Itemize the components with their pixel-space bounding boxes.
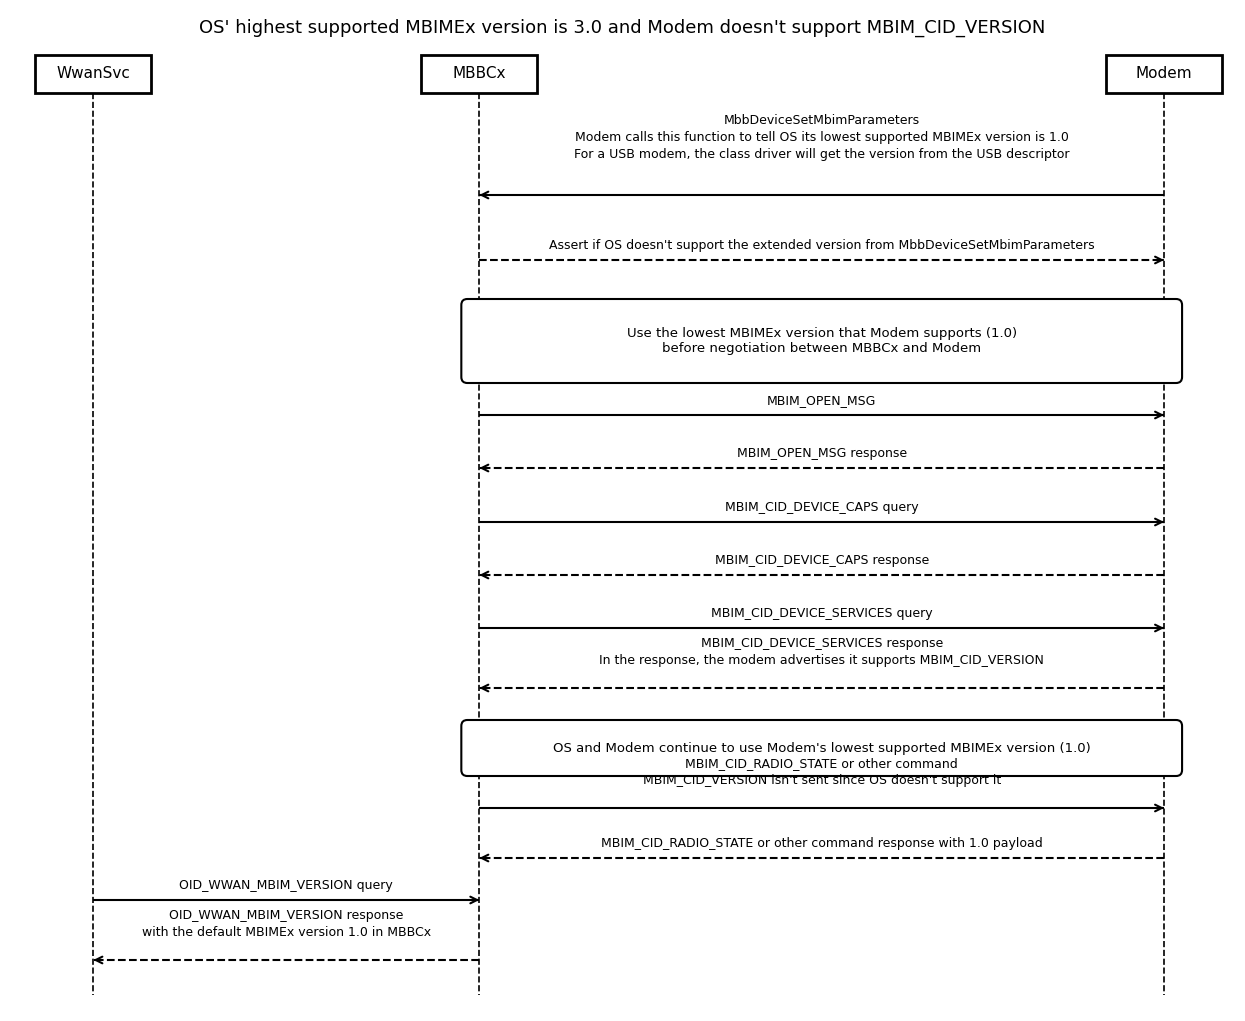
- Text: MBIM_OPEN_MSG response: MBIM_OPEN_MSG response: [737, 447, 906, 460]
- Text: OS' highest supported MBIMEx version is 3.0 and Modem doesn't support MBIM_CID_V: OS' highest supported MBIMEx version is …: [199, 18, 1046, 37]
- Text: MBIM_CID_RADIO_STATE or other command response with 1.0 payload: MBIM_CID_RADIO_STATE or other command re…: [601, 837, 1042, 850]
- Text: MBIM_OPEN_MSG: MBIM_OPEN_MSG: [767, 394, 876, 407]
- Text: MbbDeviceSetMbimParameters
Modem calls this function to tell OS its lowest suppo: MbbDeviceSetMbimParameters Modem calls t…: [574, 114, 1069, 161]
- Text: OID_WWAN_MBIM_VERSION response
with the default MBIMEx version 1.0 in MBBCx: OID_WWAN_MBIM_VERSION response with the …: [142, 909, 431, 939]
- Text: MBBCx: MBBCx: [453, 66, 505, 82]
- FancyBboxPatch shape: [462, 299, 1182, 383]
- Bar: [1106, 55, 1223, 93]
- Text: MBIM_CID_DEVICE_SERVICES query: MBIM_CID_DEVICE_SERVICES query: [711, 607, 933, 620]
- Text: Modem: Modem: [1135, 66, 1193, 82]
- Text: MBIM_CID_DEVICE_CAPS response: MBIM_CID_DEVICE_CAPS response: [715, 554, 929, 567]
- Text: Use the lowest MBIMEx version that Modem supports (1.0)
before negotiation betwe: Use the lowest MBIMEx version that Modem…: [626, 327, 1017, 355]
- Text: WwanSvc: WwanSvc: [56, 66, 131, 82]
- Bar: [421, 55, 538, 93]
- Text: MBIM_CID_RADIO_STATE or other command
MBIM_CID_VERSION isn't sent since OS doesn: MBIM_CID_RADIO_STATE or other command MB…: [642, 757, 1001, 787]
- Text: MBIM_CID_DEVICE_SERVICES response
In the response, the modem advertises it suppo: MBIM_CID_DEVICE_SERVICES response In the…: [599, 637, 1045, 667]
- Bar: [35, 55, 152, 93]
- Text: OID_WWAN_MBIM_VERSION query: OID_WWAN_MBIM_VERSION query: [179, 879, 393, 892]
- Text: OS and Modem continue to use Modem's lowest supported MBIMEx version (1.0): OS and Modem continue to use Modem's low…: [553, 741, 1091, 755]
- Text: Assert if OS doesn't support the extended version from MbbDeviceSetMbimParameter: Assert if OS doesn't support the extende…: [549, 239, 1094, 252]
- FancyBboxPatch shape: [462, 720, 1182, 776]
- Text: MBIM_CID_DEVICE_CAPS query: MBIM_CID_DEVICE_CAPS query: [725, 501, 919, 514]
